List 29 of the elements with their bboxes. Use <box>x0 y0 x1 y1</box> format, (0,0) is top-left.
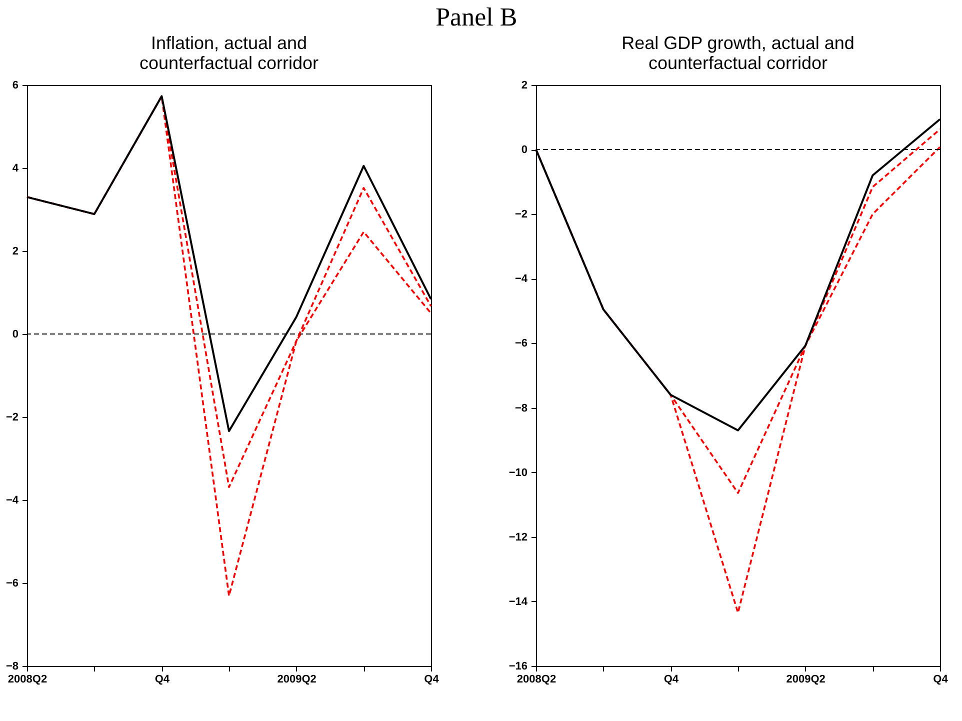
y-tick-label: −8 <box>6 660 18 672</box>
y-tick-label: 2 <box>521 80 528 92</box>
x-tick-label: Q4 <box>424 674 440 686</box>
x-tick-label: Q4 <box>933 674 949 686</box>
y-tick-label: −16 <box>508 660 528 672</box>
chart-title: Inflation, actual and counterfactual corridor <box>139 33 319 73</box>
y-tick-label: −2 <box>6 412 18 424</box>
x-tick-label: 2008Q2 <box>516 674 556 686</box>
y-tick-label: −6 <box>514 338 528 350</box>
y-tick-label: −12 <box>508 531 528 544</box>
y-tick-label: 4 <box>12 162 20 174</box>
y-tick-label: 6 <box>12 80 18 92</box>
x-tick-label: Q4 <box>664 674 680 686</box>
y-tick-label: 0 <box>521 144 528 156</box>
x-tick-label: 2009Q2 <box>277 674 316 686</box>
chart-title: Real GDP growth, actual and counterfactual corridor <box>622 33 854 73</box>
y-tick-label: 0 <box>12 328 18 340</box>
x-tick-label: Q4 <box>154 674 170 686</box>
y-tick-label: −10 <box>508 466 528 479</box>
y-tick-label: −4 <box>514 273 528 286</box>
y-tick-label: −8 <box>514 402 528 414</box>
text: Panel B <box>436 2 518 32</box>
y-tick-label: 2 <box>12 246 18 258</box>
y-tick-label: −2 <box>514 208 528 221</box>
y-tick-label: −6 <box>6 578 18 590</box>
x-tick-label: 2009Q2 <box>786 674 826 686</box>
x-tick-label: 2008Q2 <box>8 674 48 686</box>
y-tick-label: −14 <box>508 596 528 608</box>
y-tick-label: −4 <box>6 494 20 506</box>
